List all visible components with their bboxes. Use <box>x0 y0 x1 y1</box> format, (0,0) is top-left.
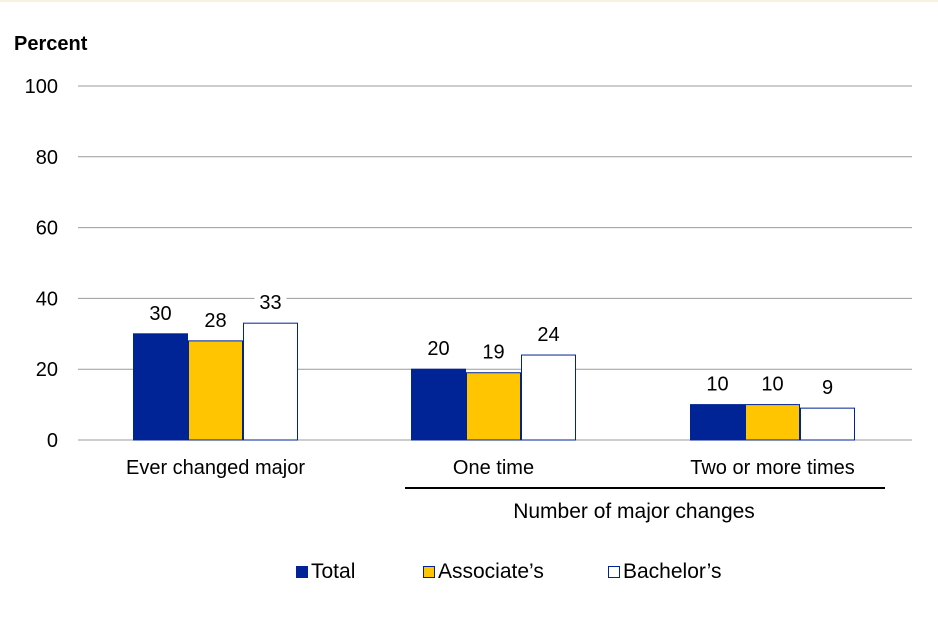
legend-item-bachelors: Bachelor’s <box>608 558 721 586</box>
data-label-bg-3-2 <box>532 321 565 348</box>
bar-2-3 <box>745 404 800 441</box>
bar-3-2 <box>521 354 576 441</box>
data-label-1-2: 20 <box>427 338 449 360</box>
data-label-1-1: 30 <box>149 303 171 325</box>
legend-label-bachelors: Bachelor’s <box>623 560 722 583</box>
y-tick-label-0: 0 <box>47 430 58 452</box>
legend-label-associates: Associate’s <box>438 560 544 583</box>
y-axis-title: Percent <box>14 33 88 55</box>
legend-item-associates: Associate’s <box>423 558 544 586</box>
data-label-bg-2-1 <box>199 306 232 333</box>
x-category-label-3: Two or more times <box>690 457 854 479</box>
bar-1-3 <box>690 404 745 441</box>
data-label-3-3: 9 <box>822 377 833 399</box>
y-tick-label-100: 100 <box>25 76 58 98</box>
data-label-bg-2-3 <box>756 370 789 397</box>
data-label-bg-3-1 <box>254 289 287 316</box>
data-label-bg-2-2 <box>477 338 510 365</box>
legend-item-total: Total <box>296 558 355 586</box>
bar-3-3 <box>800 407 855 441</box>
data-label-bg-1-3 <box>701 370 734 397</box>
bar-2-2 <box>466 372 521 441</box>
group-label: Number of major changes <box>513 500 755 523</box>
legend-swatch-bachelors <box>608 566 620 578</box>
y-tick-label-60: 60 <box>36 218 58 240</box>
data-label-1-3: 10 <box>706 374 728 396</box>
y-tick-label-40: 40 <box>36 288 58 310</box>
legend-swatch-total <box>296 566 308 578</box>
legend-label-total: Total <box>311 560 356 583</box>
chart-labels: Percent 0 20 40 60 80 100 30 20 10 28 19 10 33 24 9 Ever… <box>14 33 885 523</box>
data-label-3-1: 33 <box>259 292 281 314</box>
x-category-label-2: One time <box>453 457 534 479</box>
data-label-2-3: 10 <box>761 374 783 396</box>
data-label-bg-1-1 <box>144 299 177 326</box>
bars <box>133 322 855 441</box>
legend: Total Associate’s Bachelor’s <box>0 558 938 588</box>
data-label-2-1: 28 <box>204 310 226 332</box>
y-tick-label-80: 80 <box>36 147 58 169</box>
bar-1-2 <box>411 368 466 441</box>
data-label-2-2: 19 <box>482 342 504 364</box>
legend-swatch-associates <box>423 566 435 578</box>
bar-1-1 <box>133 333 188 441</box>
data-label-bg-3-3 <box>811 374 844 401</box>
top-border <box>0 0 938 2</box>
x-category-label-1: Ever changed major <box>126 457 305 479</box>
bar-2-1 <box>188 340 243 441</box>
bar-3-1 <box>243 322 298 441</box>
bar-chart: Percent 0 20 40 60 80 100 30 20 10 28 19 10 33 24 9 Ever… <box>14 33 912 523</box>
y-tick-label-20: 20 <box>36 359 58 381</box>
data-label-bg-1-2 <box>422 335 455 362</box>
data-label-3-2: 24 <box>537 324 559 346</box>
